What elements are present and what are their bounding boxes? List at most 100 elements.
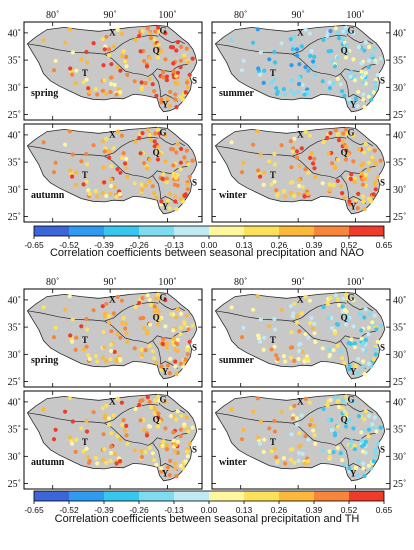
station-dot [296, 191, 301, 197]
station-dot [258, 152, 263, 157]
station-dot [295, 320, 300, 325]
station-dot [68, 168, 73, 173]
station-dot [152, 139, 157, 144]
station-dot [371, 459, 376, 464]
station-dot [362, 175, 367, 180]
station-dot [256, 168, 261, 173]
station-dot [124, 64, 129, 69]
station-dot [330, 161, 335, 166]
station-dot [363, 337, 368, 342]
station-dot [150, 349, 155, 354]
station-dot [292, 34, 297, 39]
station-dot [297, 348, 302, 354]
station-dot [109, 329, 114, 334]
station-dot [352, 180, 357, 185]
region-label-y: Y [350, 469, 357, 479]
station-dot [68, 333, 73, 338]
station-dot [123, 428, 128, 433]
station-dot [70, 441, 75, 446]
station-dot [157, 131, 162, 136]
station-dot [297, 342, 302, 347]
station-dot [344, 144, 349, 149]
region-label-g: G [159, 25, 166, 35]
station-dot [361, 364, 366, 369]
region-label-g: G [347, 25, 354, 35]
station-dot [121, 316, 126, 321]
station-dot [305, 90, 311, 95]
station-dot [73, 182, 78, 187]
station-dot [327, 182, 332, 187]
station-dot [185, 454, 190, 459]
station-dot [175, 172, 180, 177]
station-dot [124, 156, 129, 161]
lon-tick-label: 80˚ [234, 277, 247, 288]
station-dot [174, 73, 179, 78]
station-dot [308, 320, 313, 326]
station-dot [375, 72, 380, 77]
station-dot [185, 80, 190, 85]
station-dot [186, 327, 191, 332]
station-dot [106, 149, 112, 154]
station-dot [185, 187, 190, 192]
station-dot [349, 439, 354, 444]
station-dot [112, 82, 117, 87]
station-dot [305, 357, 311, 362]
station-dot [91, 308, 96, 313]
region-border [340, 340, 350, 365]
station-dot [351, 30, 356, 36]
station-dot [70, 174, 75, 179]
region-label-x: X [109, 397, 116, 407]
station-dot [372, 46, 377, 51]
station-dot [347, 202, 352, 207]
station-dot [156, 309, 161, 314]
region-border [340, 175, 350, 200]
station-dot [272, 344, 277, 349]
station-dot [370, 53, 375, 58]
station-dot [186, 429, 191, 434]
station-dot [370, 320, 375, 325]
station-dot [326, 49, 331, 54]
station-dot [307, 31, 312, 36]
station-dot [302, 194, 307, 199]
region-border [292, 422, 376, 446]
station-dot [67, 294, 72, 299]
station-dot [251, 307, 256, 312]
station-dot [351, 133, 356, 138]
station-dot [95, 194, 100, 199]
station-dot [272, 77, 277, 82]
station-dot [175, 439, 180, 444]
station-dot [356, 356, 361, 361]
station-dot [312, 166, 317, 171]
colorbar-tick-label: 0.26 [271, 505, 288, 515]
station-dot [156, 313, 161, 318]
station-dot [120, 53, 125, 59]
station-dot [296, 89, 301, 95]
station-dot [367, 311, 372, 316]
station-dot [100, 190, 105, 195]
station-dot [102, 149, 107, 154]
colorbar-tick-label: -0.65 [24, 505, 44, 515]
station-dot [327, 352, 333, 358]
station-dot [156, 411, 161, 416]
station-dot [174, 175, 179, 180]
station-dot [351, 57, 356, 62]
station-dot [93, 189, 98, 194]
station-dot [335, 157, 341, 162]
station-dot [137, 402, 142, 408]
station-dot [300, 82, 305, 87]
station-dot [171, 430, 176, 435]
station-dot [327, 85, 333, 91]
station-dot [363, 142, 368, 147]
station-dot [344, 292, 349, 297]
station-dot [187, 339, 192, 344]
station-dot [362, 150, 367, 155]
lat-tick-label: 30˚ [8, 83, 21, 94]
station-dot [171, 171, 176, 176]
station-dot [344, 25, 349, 30]
station-dot [335, 55, 341, 60]
station-dot [152, 37, 157, 42]
station-dot [344, 411, 349, 416]
station-dot [174, 207, 179, 212]
station-dot [313, 339, 318, 344]
